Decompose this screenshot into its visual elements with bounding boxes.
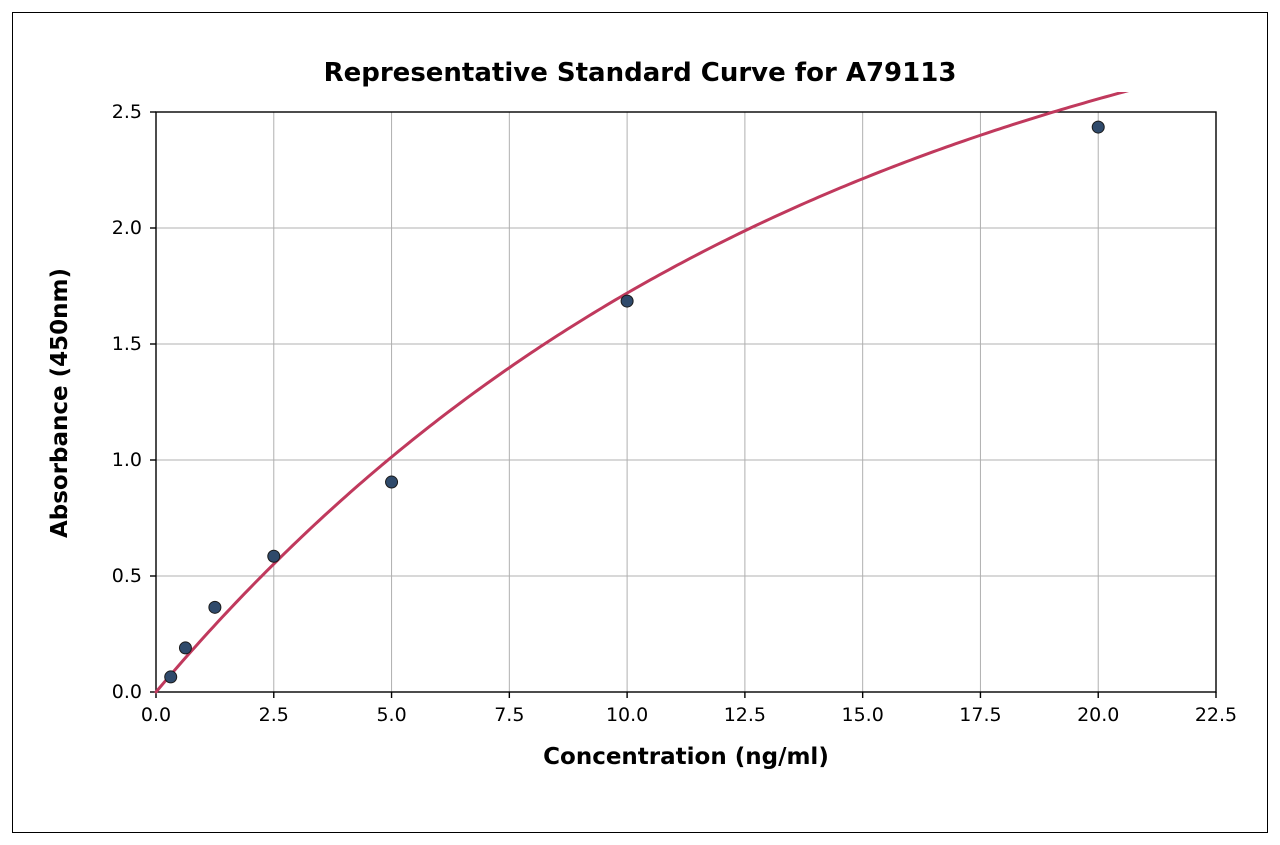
x-tick-label: 5.0 (376, 704, 406, 726)
data-point (165, 671, 177, 683)
x-tick-label: 2.5 (259, 704, 289, 726)
x-tick-label: 15.0 (842, 704, 884, 726)
y-tick-label: 1.5 (102, 333, 142, 355)
x-tick-label: 0.0 (141, 704, 171, 726)
data-point (179, 642, 191, 654)
y-tick-label: 1.0 (102, 449, 142, 471)
data-point (621, 295, 633, 307)
x-tick-label: 22.5 (1195, 704, 1237, 726)
data-point (1092, 121, 1104, 133)
y-tick-label: 0.5 (102, 565, 142, 587)
plot-area (156, 112, 1216, 692)
plot-svg (136, 92, 1236, 712)
data-point (268, 550, 280, 562)
fitted-curve (156, 92, 1216, 692)
figure: Representative Standard Curve for A79113… (0, 0, 1280, 845)
y-axis-label: Absorbance (450nm) (47, 113, 73, 693)
x-tick-label: 12.5 (724, 704, 766, 726)
data-point (386, 476, 398, 488)
x-tick-label: 17.5 (959, 704, 1001, 726)
axes-spine (156, 112, 1216, 692)
data-point (209, 601, 221, 613)
x-tick-label: 10.0 (606, 704, 648, 726)
x-tick-label: 7.5 (494, 704, 524, 726)
x-axis-label: Concentration (ng/ml) (156, 744, 1216, 770)
chart-title: Representative Standard Curve for A79113 (0, 58, 1280, 88)
x-tick-label: 20.0 (1077, 704, 1119, 726)
y-tick-label: 0.0 (102, 681, 142, 703)
y-tick-label: 2.0 (102, 217, 142, 239)
y-tick-label: 2.5 (102, 101, 142, 123)
